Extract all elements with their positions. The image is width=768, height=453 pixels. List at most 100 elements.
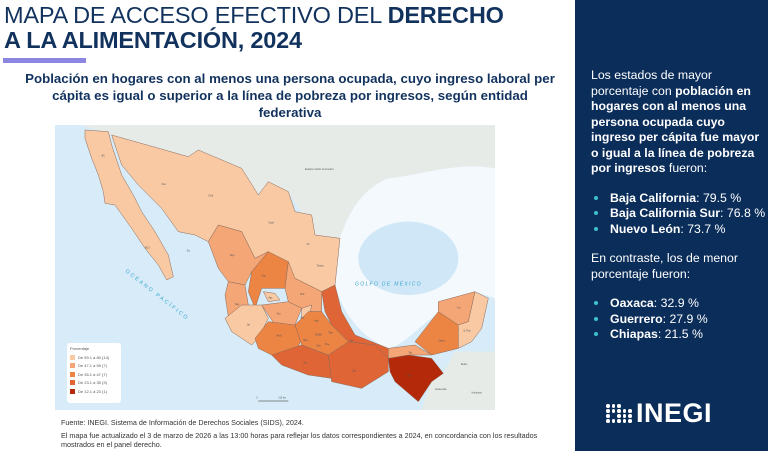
legend-label: De 47.1 a 59 (7) <box>78 363 107 369</box>
legend-label: De 23.1 a 35 (3) <box>78 380 107 386</box>
map-legend: Porcentaje De 59.1 a 80 (14) De 47.1 a 59… <box>67 343 121 403</box>
legend-swatch <box>70 371 75 377</box>
label-belice: Belice <box>461 364 468 366</box>
state-label: CDMX <box>315 335 322 337</box>
state-label: Gro. <box>303 361 308 364</box>
state-label: Tlax. <box>328 332 333 334</box>
state-label: Mor. <box>317 345 322 348</box>
state-label: Dgo. <box>230 255 235 257</box>
state-name: Baja California <box>610 190 697 205</box>
intro-text: Los estados de mayor porcentaje con <box>591 68 712 98</box>
state-label: BCS <box>145 247 150 249</box>
choropleth-map[interactable]: BC BCS Son. Chih. Coah. NL Tamps. Sin. Dgo. Zac. S… <box>55 125 495 410</box>
legend-item: De 35.1 a 47 (7) <box>70 370 118 379</box>
state-value: : 73.7 % <box>680 221 726 236</box>
list-item: Chiapas: 21.5 % <box>591 327 768 343</box>
legend-label: De 35.1 a 47 (7) <box>78 371 107 377</box>
state-label: NL <box>307 244 311 246</box>
list-item: Baja California: 79.5 % <box>591 191 768 207</box>
state-region[interactable] <box>261 301 302 326</box>
state-label: Mich. <box>277 336 283 338</box>
state-region[interactable] <box>248 251 289 310</box>
state-region[interactable] <box>388 354 444 403</box>
update-note: El mapa fue actualizado el 3 de marzo de… <box>61 431 538 449</box>
state-region[interactable] <box>294 311 349 356</box>
state-name: Chiapas <box>610 327 658 341</box>
label-honduras: Honduras <box>472 391 483 394</box>
state-label: Nay. <box>235 304 240 306</box>
state-label: BC <box>102 156 106 158</box>
state-name: Baja California Sur <box>610 206 721 220</box>
state-name: Oaxaca <box>610 296 654 310</box>
state-value: : 21.5 % <box>657 327 703 341</box>
state-label: Son. <box>162 184 167 186</box>
state-label: Sin. <box>187 251 191 253</box>
scale-zero: 0 <box>256 397 258 399</box>
state-label: Tab. <box>408 352 413 354</box>
state-label: Yuc. <box>457 307 462 309</box>
contrast-text: En contraste, los de menor porcentaje fu… <box>591 251 738 281</box>
legend-item: De 59.1 a 80 (14) <box>70 353 118 362</box>
list-item: Oaxaca: 32.9 % <box>591 296 768 312</box>
summary-panel: Los estados de mayor porcentaje con pobl… <box>575 0 768 451</box>
state-label: Chih. <box>208 196 214 198</box>
state-label: Zac. <box>262 276 267 278</box>
state-label: Q. Roo <box>463 331 471 333</box>
state-region[interactable] <box>458 291 489 349</box>
intro-end: fueron: <box>665 161 708 175</box>
state-label: Hgo. <box>314 321 319 323</box>
legend-label: De 59.1 a 80 (14) <box>78 354 110 360</box>
legend-item: De 47.1 a 59 (7) <box>70 362 118 371</box>
map-subtitle: Población en hogares con al menos una pe… <box>25 71 555 120</box>
bottom-states-list: Oaxaca: 32.9 % Guerrero: 27.9 % Chiapas:… <box>591 296 768 343</box>
page-title: MAPA DE ACCESO EFECTIVO DEL DERECHO A LA … <box>4 3 504 53</box>
state-label: Chis. <box>407 376 413 378</box>
state-label: Tamps. <box>317 266 325 268</box>
label-gulf: GOLFO DE MÉXICO <box>355 281 422 288</box>
state-region[interactable] <box>84 129 174 281</box>
gulf-deep <box>358 221 459 295</box>
title-bold: DERECHO <box>387 2 504 28</box>
state-label: Méx. <box>303 340 308 342</box>
top-states-list: Baja California: 79.5 % Baja California … <box>591 191 768 238</box>
state-region[interactable] <box>388 344 433 359</box>
logo-dots-icon <box>606 404 632 423</box>
state-value: : 79.5 % <box>696 190 742 205</box>
legend-swatch <box>70 380 75 386</box>
inegi-logo: INEGI <box>606 398 712 429</box>
footer: Fuente: INEGI. Sistema de Información de… <box>61 418 561 453</box>
state-label: Jal. <box>247 325 251 327</box>
state-label: Coah. <box>268 222 275 224</box>
state-value: : 76.8 % <box>720 206 766 220</box>
title-regular: MAPA DE ACCESO EFECTIVO DEL <box>4 2 388 28</box>
legend-item: De 12.1 a 23 (1) <box>70 387 118 396</box>
state-label: Ags. <box>268 296 273 299</box>
legend-title: Porcentaje <box>70 346 90 351</box>
state-region[interactable] <box>262 291 281 302</box>
map-svg: BC BCS Son. Chih. Coah. NL Tamps. Sin. Dgo. Zac. S… <box>81 125 495 410</box>
state-value: : 27.9 % <box>662 311 708 326</box>
title-accent-bar <box>3 58 86 63</box>
list-item: Nuevo León: 73.7 % <box>591 222 768 238</box>
title-bold-line2: A LA ALIMENTACIÓN, 2024 <box>4 27 302 53</box>
intro-bold: población en hogares con al menos una pe… <box>591 83 760 176</box>
label-pacific: OCÉANO PACÍFICO <box>124 268 191 322</box>
panel-intro: Los estados de mayor porcentaje con pobl… <box>591 68 768 177</box>
legend-swatch <box>70 363 75 369</box>
legend-item: De 23.1 a 35 (3) <box>70 379 118 388</box>
state-value: : 32.9 % <box>653 296 699 310</box>
source-note: Fuente: INEGI. Sistema de Información de… <box>61 418 304 427</box>
state-name: Guerrero <box>610 311 663 326</box>
logo-text: INEGI <box>636 398 713 428</box>
state-label: Camp. <box>438 341 445 343</box>
usa-land <box>81 125 495 239</box>
label-guatemala: Guatemala <box>435 388 447 391</box>
state-label: Ver. <box>350 340 354 343</box>
list-item: Baja California Sur: 76.8 % <box>591 206 768 222</box>
central-america-land <box>421 351 495 410</box>
state-label: Pue. <box>325 344 330 346</box>
scale-label: 210 km <box>278 397 286 399</box>
legend-label: De 12.1 a 23 (1) <box>78 388 107 394</box>
state-label: Oax. <box>352 371 357 373</box>
state-name: Nuevo León <box>610 221 681 236</box>
